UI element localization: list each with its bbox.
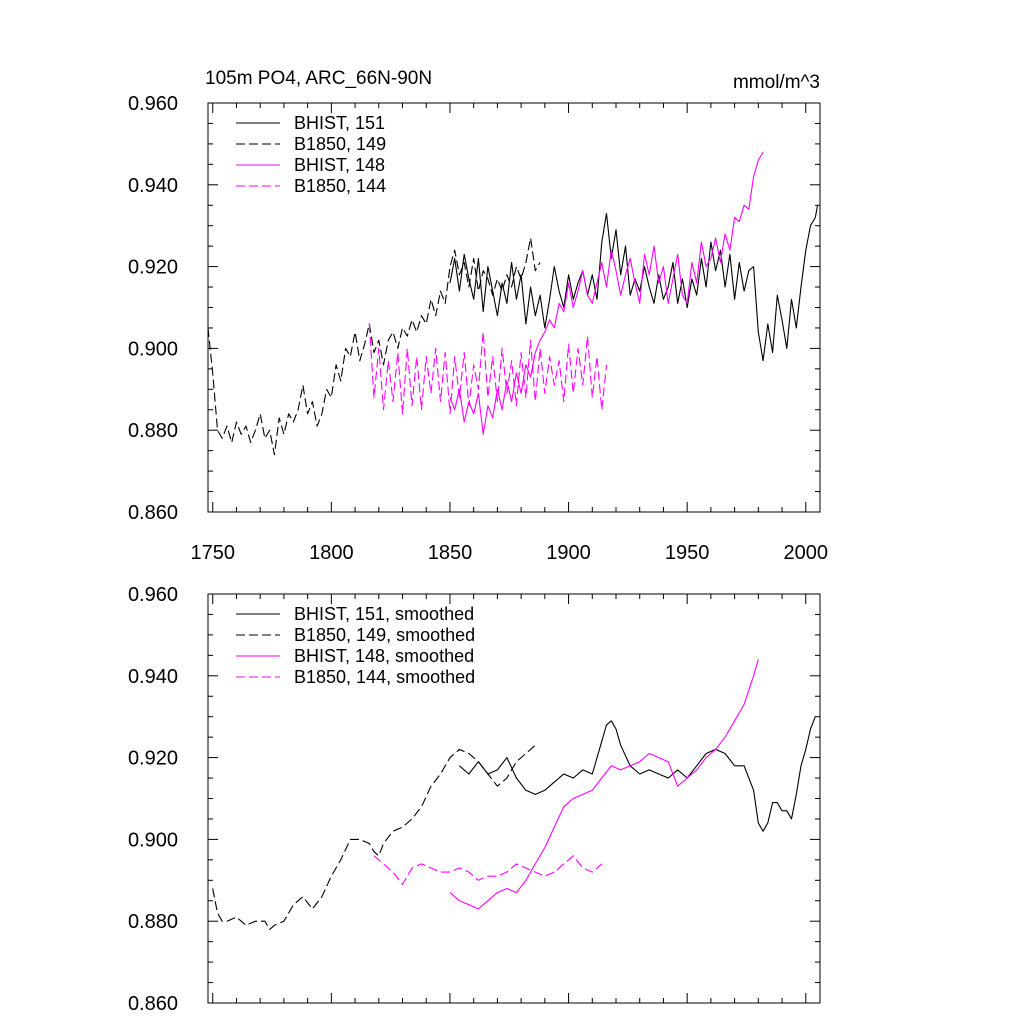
y-tick-label: 0.860	[128, 993, 178, 1015]
y-tick-label: 0.900	[128, 829, 178, 851]
y-tick-label: 0.880	[128, 420, 178, 442]
y-tick-label: 0.900	[128, 338, 178, 360]
legend-label: B1850, 149, smoothed	[294, 625, 475, 645]
y-tick-label: 0.960	[128, 584, 178, 606]
legend-label: B1850, 144	[294, 176, 386, 196]
legend-label: B1850, 149	[294, 134, 386, 154]
y-tick-label: 0.920	[128, 748, 178, 770]
x-tick-label: 1750	[190, 542, 235, 564]
top-panel: 105m PO4, ARC_66N-90N mmol/m^3 0.860 0.88…	[128, 68, 828, 564]
series-line	[449, 205, 819, 362]
bottom-panel-series	[212, 659, 816, 930]
series-line	[373, 855, 603, 885]
y-tick-label: 0.940	[128, 175, 178, 197]
bottom-panel: 0.860 0.880 0.900 0.920 0.940 0.960 BHIST, 15…	[128, 584, 821, 1015]
y-tick-label: 0.880	[128, 911, 178, 933]
y-tick-label: 0.920	[128, 257, 178, 279]
x-tick-label: 1900	[546, 542, 591, 564]
legend-label: BHIST, 151	[294, 113, 385, 133]
top-panel-series	[207, 151, 819, 456]
legend-label: BHIST, 148	[294, 155, 385, 175]
y-tick-label: 0.960	[128, 93, 178, 115]
x-tick-label: 2000	[784, 542, 829, 564]
x-tick-label: 1800	[309, 542, 354, 564]
series-line	[449, 151, 764, 435]
series-line	[459, 716, 816, 832]
top-panel-axes: 0.860 0.880 0.900 0.920 0.940 0.960 1750 1800 18…	[128, 93, 828, 564]
legend-label: BHIST, 148, smoothed	[294, 646, 474, 666]
series-line	[449, 659, 759, 910]
y-tick-label: 0.860	[128, 502, 178, 524]
y-tick-label: 0.940	[128, 666, 178, 688]
series-line	[207, 237, 541, 456]
x-tick-label: 1950	[665, 542, 710, 564]
legend-label: B1850, 144, smoothed	[294, 667, 475, 687]
legend-label: BHIST, 151, smoothed	[294, 604, 474, 624]
bottom-panel-axes: 0.860 0.880 0.900 0.920 0.940 0.960	[128, 584, 821, 1015]
series-line	[212, 744, 536, 930]
chart-title: 105m PO4, ARC_66N-90N	[205, 68, 432, 89]
series-line	[368, 323, 608, 415]
units-label: mmol/m^3	[733, 72, 820, 93]
x-tick-label: 1850	[428, 542, 473, 564]
